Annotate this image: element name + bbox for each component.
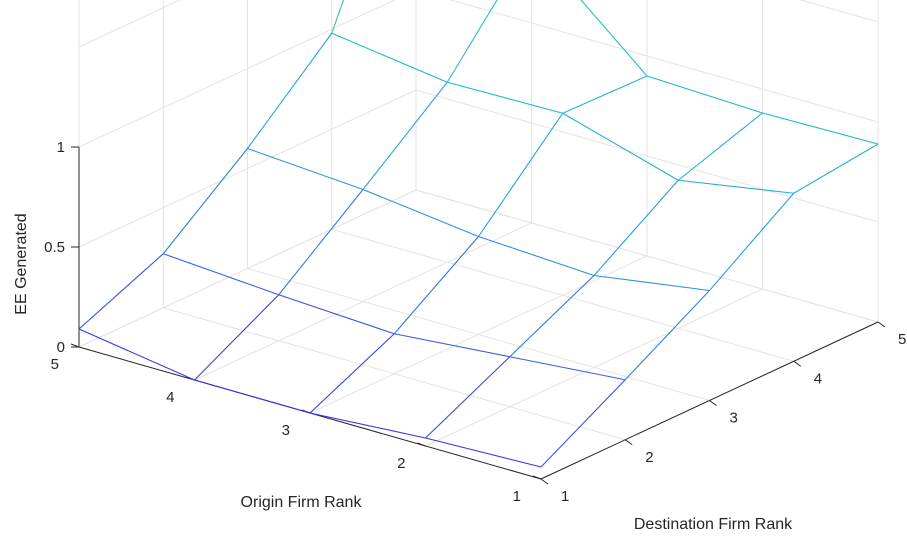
side-wall-grid-z — [415, 189, 879, 323]
mesh-edge — [194, 379, 311, 414]
x-tick-mark — [709, 400, 717, 406]
mesh-edge — [446, 0, 498, 83]
mesh-edge — [580, 0, 648, 77]
mesh-edge — [278, 294, 395, 335]
back-wall-grid-z — [78, 189, 417, 348]
y-tick-label: 1 — [513, 488, 521, 505]
mesh-edge — [278, 189, 364, 296]
surface-mesh — [78, 0, 879, 468]
mesh-edge — [331, 32, 448, 83]
grid-lines — [78, 0, 879, 480]
mesh-edge — [646, 75, 763, 114]
floor-grid-y — [309, 255, 648, 414]
floor-grid-y — [194, 222, 532, 381]
y-tick-label: 3 — [282, 422, 290, 439]
x-tick-mark — [540, 478, 549, 485]
mesh-edge — [425, 356, 511, 439]
mesh-edge — [677, 112, 763, 181]
mesh-edge — [540, 379, 626, 468]
x-tick-mark — [793, 360, 802, 367]
x-tick-label: 2 — [645, 449, 653, 466]
z-tick-label: 0.5 — [44, 239, 65, 256]
mesh-edge — [163, 253, 279, 296]
x-tick-label: 4 — [814, 370, 822, 387]
mesh-edge — [793, 143, 879, 194]
floor-grid-y — [425, 288, 763, 447]
mesh-edge — [362, 188, 479, 238]
mesh-edge — [247, 147, 364, 191]
mesh-edge — [709, 192, 795, 291]
mesh-edge — [247, 32, 333, 149]
x-axis-label: Destination Firm Rank — [634, 516, 793, 533]
mesh-edge — [309, 333, 395, 414]
mesh-edge — [593, 179, 679, 276]
y-tick-label: 4 — [166, 389, 174, 406]
x-tick-label: 5 — [898, 331, 906, 348]
y-tick-label: 5 — [51, 356, 59, 373]
y-tick-mark — [532, 475, 542, 480]
mesh-edge — [762, 112, 879, 145]
back-wall-grid-z — [78, 0, 182, 48]
mesh-edge — [447, 81, 563, 114]
z-tick-label: 0 — [57, 339, 65, 356]
mesh-edge — [425, 437, 542, 468]
mesh-edge — [509, 275, 595, 358]
side-wall-grid-z — [449, 0, 879, 123]
side-wall-grid-z — [415, 89, 879, 223]
mesh-edge — [309, 412, 426, 439]
mesh-edge — [78, 253, 164, 330]
back-wall-grid-z — [78, 0, 396, 148]
mesh-edge — [509, 356, 626, 381]
mesh-edge — [478, 112, 564, 237]
mesh-edge — [562, 75, 648, 114]
z-tick-label: 1 — [57, 139, 65, 156]
mesh-edge — [394, 333, 510, 358]
mesh-edge — [78, 328, 195, 381]
mesh-edge — [393, 236, 479, 335]
mesh-edge — [362, 81, 448, 190]
mesh-edge — [194, 294, 280, 381]
x-tick-label: 3 — [730, 410, 738, 427]
x-tick-mark — [624, 439, 633, 446]
mesh-edge — [331, 0, 345, 34]
y-axis-label: Origin Firm Rank — [241, 494, 363, 511]
mesh-edge — [593, 274, 710, 292]
mesh-edge — [162, 148, 248, 255]
mesh-edge — [562, 112, 679, 181]
z-axis-label: EE Generated — [13, 213, 30, 314]
y-tick-label: 2 — [397, 455, 405, 472]
mesh-edge — [678, 179, 794, 194]
mesh-edge — [624, 290, 710, 381]
back-wall-grid-z — [78, 89, 417, 248]
y-tick-mark — [417, 442, 426, 447]
mesh-edge — [478, 235, 595, 277]
x-tick-label: 1 — [561, 488, 569, 505]
x-tick-mark — [877, 321, 886, 328]
